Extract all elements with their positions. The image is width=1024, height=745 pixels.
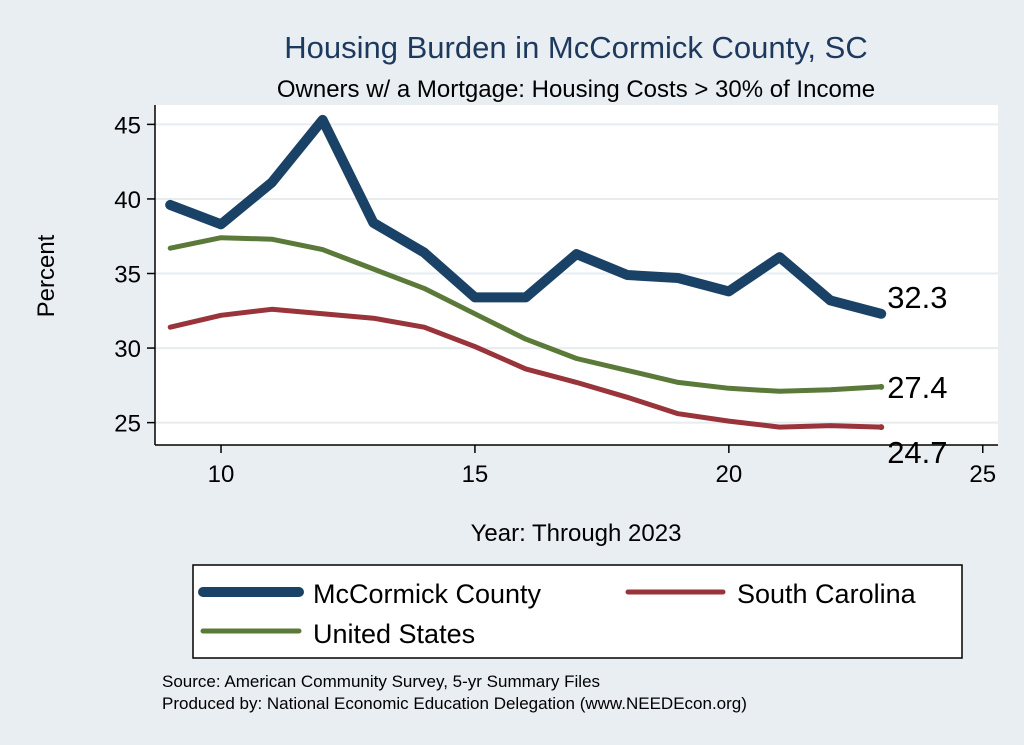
y-tick-label-40: 40 [114, 187, 141, 214]
end-label-united-states: 27.4 [887, 370, 947, 405]
y-tick-labels: 25 30 35 40 45 [114, 112, 141, 437]
series-line-united-states [167, 235, 884, 394]
x-tick-label-25: 25 [969, 461, 996, 488]
end-labels: 32.3 24.7 27.4 [887, 280, 947, 470]
axes [147, 105, 998, 453]
end-label-mccormick-county: 32.3 [887, 280, 947, 315]
x-tick-label-10: 10 [208, 461, 235, 488]
y-axis-label: Percent [33, 234, 60, 317]
y-tick-label-30: 30 [114, 336, 141, 363]
series-line-south-carolina [167, 306, 884, 430]
chart-subtitle: Owners w/ a Mortgage: Housing Costs > 30… [277, 76, 875, 103]
end-point-mccormick-county [878, 310, 885, 317]
gridlines [155, 123, 998, 424]
x-tick-label-15: 15 [462, 461, 489, 488]
x-tick-labels: 10 15 20 25 [208, 461, 996, 488]
end-label-south-carolina: 24.7 [887, 435, 947, 470]
plot-area: 25 30 35 40 45 10 15 20 25 32.3 24.7 27.4 [114, 105, 998, 488]
x-tick-label-20: 20 [715, 461, 742, 488]
y-tick-label-25: 25 [114, 411, 141, 438]
legend-label-mccormick: McCormick County [313, 579, 542, 609]
legend-label-united-states: United States [313, 619, 475, 649]
series-line-mccormick-county [165, 114, 887, 319]
end-point-south-carolina [878, 424, 885, 431]
produced-by-note: Produced by: National Economic Education… [162, 694, 747, 713]
chart-title: Housing Burden in McCormick County, SC [284, 30, 867, 65]
end-point-united-states [878, 383, 885, 390]
series-lines [165, 114, 887, 431]
y-tick-label-45: 45 [114, 112, 141, 139]
plot-background [155, 105, 998, 445]
legend-label-south-carolina: South Carolina [737, 579, 917, 609]
y-tick-label-35: 35 [114, 262, 141, 289]
x-axis-label: Year: Through 2023 [471, 520, 682, 547]
source-note: Source: American Community Survey, 5-yr … [162, 672, 600, 691]
legend: McCormick County South Carolina United S… [192, 564, 963, 659]
legend-box [192, 564, 963, 659]
